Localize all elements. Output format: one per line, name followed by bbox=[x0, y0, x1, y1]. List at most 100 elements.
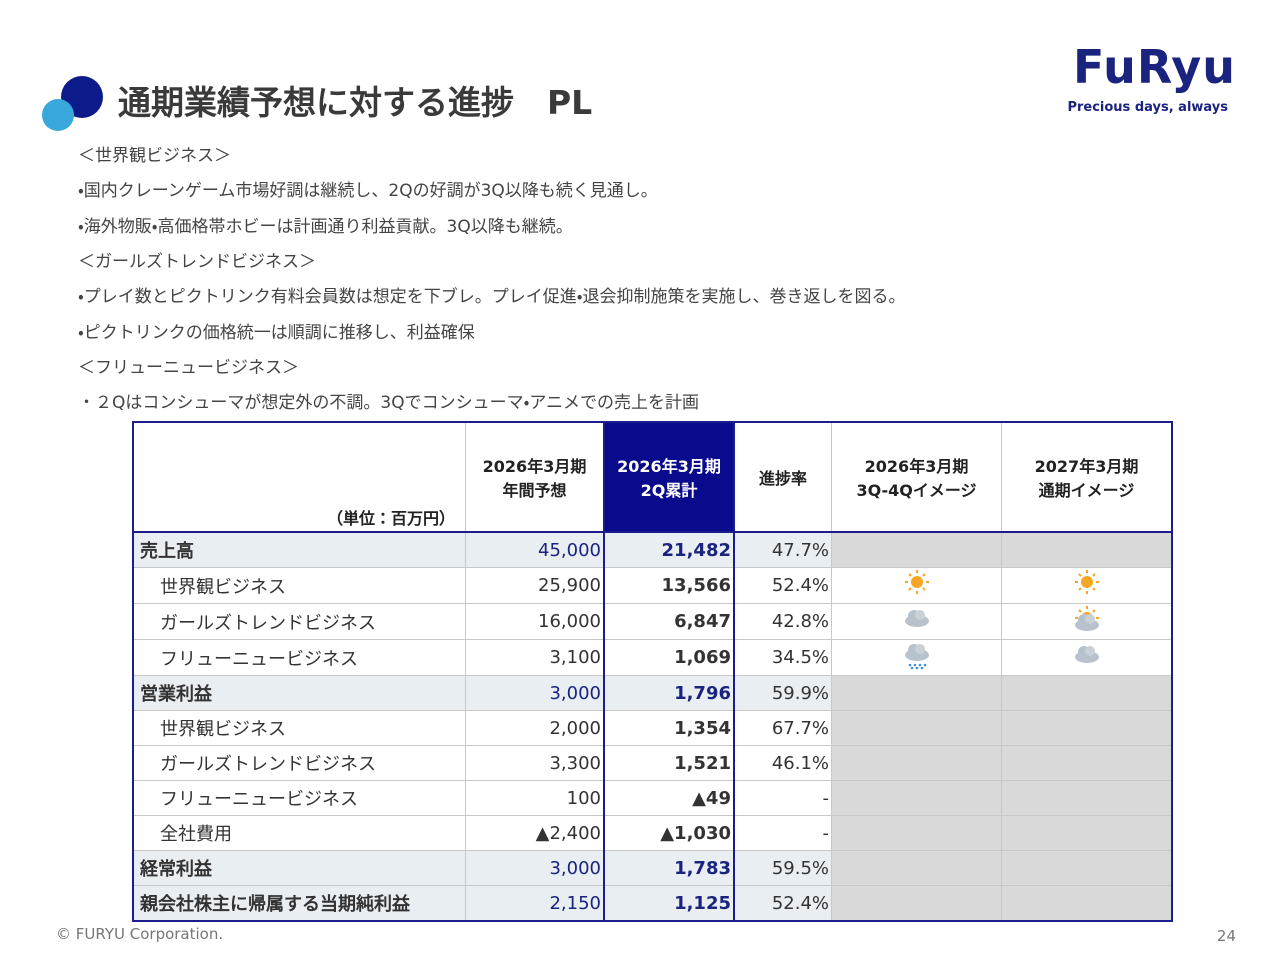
image-cell bbox=[831, 885, 1002, 922]
table-row: 世界観ビジネス 2,000 1,354 67.7% bbox=[132, 710, 1173, 746]
column-header: 2027年3月期 通期イメージ bbox=[1001, 421, 1173, 533]
table-row: ガールズトレンドビジネス 3,300 1,521 46.1% bbox=[132, 745, 1173, 781]
row-label: 世界観ビジネス bbox=[132, 567, 466, 604]
weather-icon bbox=[1074, 606, 1099, 631]
cell: 21,482 bbox=[603, 531, 735, 568]
note-line: ＜世界観ビジネス＞ bbox=[78, 146, 231, 166]
note-line: ＜ガールズトレンドビジネス＞ bbox=[78, 251, 316, 272]
unit-cell: （単位：百万円） bbox=[132, 421, 466, 533]
cell: ▲2,400 bbox=[465, 815, 605, 851]
table-row: 全社費用 ▲2,400 ▲1,030- bbox=[132, 815, 1173, 851]
page-number: 24 bbox=[1216, 927, 1236, 945]
cell: 1,354 bbox=[603, 710, 735, 746]
cell: 45,000 bbox=[465, 531, 605, 568]
cell: ▲49 bbox=[603, 780, 735, 816]
cell: - bbox=[733, 780, 832, 816]
note-line: ・プレイ数とピクトリンク有料会員数は想定を下ブレ。プレイ促進・退会抑制施策を実施… bbox=[78, 287, 906, 308]
row-label: ガールズトレンドビジネス bbox=[132, 745, 466, 781]
row-label: 全社費用 bbox=[132, 815, 466, 851]
image-cell bbox=[1001, 710, 1173, 746]
table-row: 営業利益 3,000 1,796 59.9% bbox=[132, 675, 1173, 711]
table-row: フリューニュービジネス 3,100 1,069 34.5% bbox=[132, 639, 1173, 676]
column-header-line: 2026年3月期 bbox=[617, 457, 721, 476]
weather-icon bbox=[1074, 646, 1099, 663]
column-header-line: 3Q-4Qイメージ bbox=[856, 481, 977, 500]
weather-icon bbox=[904, 570, 929, 594]
column-header-line: 2027年3月期 bbox=[1034, 457, 1139, 476]
table-row: 親会社株主に帰属する当期純利益 2,150 1,125 52.4% bbox=[132, 885, 1173, 922]
row-label: 親会社株主に帰属する当期純利益 bbox=[132, 885, 466, 922]
column-header: 2026年3月期 3Q-4Qイメージ bbox=[831, 421, 1002, 533]
row-label: フリューニュービジネス bbox=[132, 639, 466, 676]
cell: 2,150 bbox=[465, 885, 605, 922]
weather-icon bbox=[904, 644, 929, 670]
cell: 16,000 bbox=[465, 603, 605, 640]
column-header: 進捗率 bbox=[733, 421, 832, 533]
cell: 67.7% bbox=[733, 710, 832, 746]
cell: 34.5% bbox=[733, 639, 832, 676]
table-row: フリューニュービジネス 100 ▲49- bbox=[132, 780, 1173, 816]
table-row: 経常利益 3,000 1,783 59.5% bbox=[132, 850, 1173, 886]
row-label: 売上高 bbox=[132, 531, 466, 568]
image-cell bbox=[1001, 675, 1173, 711]
logo: FuRyu bbox=[1073, 40, 1236, 94]
image-cell bbox=[831, 531, 1002, 568]
image-cell bbox=[831, 675, 1002, 711]
table-row: ガールズトレンドビジネス 16,000 6,847 42.8% bbox=[132, 603, 1173, 640]
image-cell bbox=[1001, 815, 1173, 851]
cell: 1,125 bbox=[603, 885, 735, 922]
image-cell bbox=[1001, 780, 1173, 816]
cell: 59.9% bbox=[733, 675, 832, 711]
copyright: © FURYU Corporation. bbox=[56, 925, 224, 943]
image-cell bbox=[1001, 531, 1173, 568]
note-line: ＜フリューニュービジネス＞ bbox=[78, 357, 299, 378]
cell: 3,000 bbox=[465, 850, 605, 886]
cell: 3,000 bbox=[465, 675, 605, 711]
image-cell bbox=[831, 780, 1002, 816]
note-line: ・２Qはコンシューマが想定外の不調。3Qでコンシューマ・アニメでの売上を計画 bbox=[78, 393, 700, 414]
image-cell bbox=[1001, 603, 1173, 640]
image-cell bbox=[1001, 850, 1173, 886]
image-cell bbox=[831, 745, 1002, 781]
image-cell bbox=[1001, 639, 1173, 676]
column-header-line: 2026年3月期 bbox=[864, 457, 969, 476]
cell: 1,069 bbox=[603, 639, 735, 676]
cell: 1,521 bbox=[603, 745, 735, 781]
image-cell bbox=[1001, 885, 1173, 922]
pl-table: （単位：百万円） 2026年3月期 年間予想 2026年3月期 2Q累計 進捗率 2026… bbox=[132, 421, 1173, 922]
cell: 46.1% bbox=[733, 745, 832, 781]
image-cell bbox=[831, 603, 1002, 640]
cell: 2,000 bbox=[465, 710, 605, 746]
column-header-line: 通期イメージ bbox=[1038, 481, 1135, 500]
header-row: （単位：百万円） 2026年3月期 年間予想 2026年3月期 2Q累計 進捗率 2026… bbox=[132, 421, 1173, 533]
cell: 59.5% bbox=[733, 850, 832, 886]
column-header-line: 2026年3月期 bbox=[482, 457, 587, 476]
image-cell bbox=[831, 815, 1002, 851]
cell: 100 bbox=[465, 780, 605, 816]
cell: 1,783 bbox=[603, 850, 735, 886]
note-line: ・国内クレーンゲーム市場好調は継続し、2Qの好調が3Q以降も続く見通し。 bbox=[78, 181, 658, 202]
row-label: 営業利益 bbox=[132, 675, 466, 711]
cell: 52.4% bbox=[733, 885, 832, 922]
row-label: フリューニュービジネス bbox=[132, 780, 466, 816]
cell: 25,900 bbox=[465, 567, 605, 604]
image-cell bbox=[831, 850, 1002, 886]
cell: 1,796 bbox=[603, 675, 735, 711]
cell: 42.8% bbox=[733, 603, 832, 640]
cell: 3,300 bbox=[465, 745, 605, 781]
cell: ▲1,030 bbox=[603, 815, 735, 851]
cell: - bbox=[733, 815, 832, 851]
column-header-line: 年間予想 bbox=[502, 481, 567, 500]
image-cell bbox=[1001, 745, 1173, 781]
column-header-line: 進捗率 bbox=[758, 469, 807, 488]
image-cell bbox=[831, 567, 1002, 604]
column-header: 2026年3月期 年間予想 bbox=[465, 421, 605, 533]
slide-title: 通期業績予想に対する進捗 PL bbox=[118, 83, 593, 122]
cell: 3,100 bbox=[465, 639, 605, 676]
note-line: ・海外物販・高価格帯ホビーは計画通り利益貢献。3Q以降も継続。 bbox=[78, 216, 573, 237]
table-row: 世界観ビジネス 25,900 13,566 52.4% bbox=[132, 567, 1173, 604]
image-cell bbox=[831, 710, 1002, 746]
cell: 6,847 bbox=[603, 603, 735, 640]
cell: 52.4% bbox=[733, 567, 832, 604]
column-header-line: 2Q累計 bbox=[640, 481, 698, 500]
